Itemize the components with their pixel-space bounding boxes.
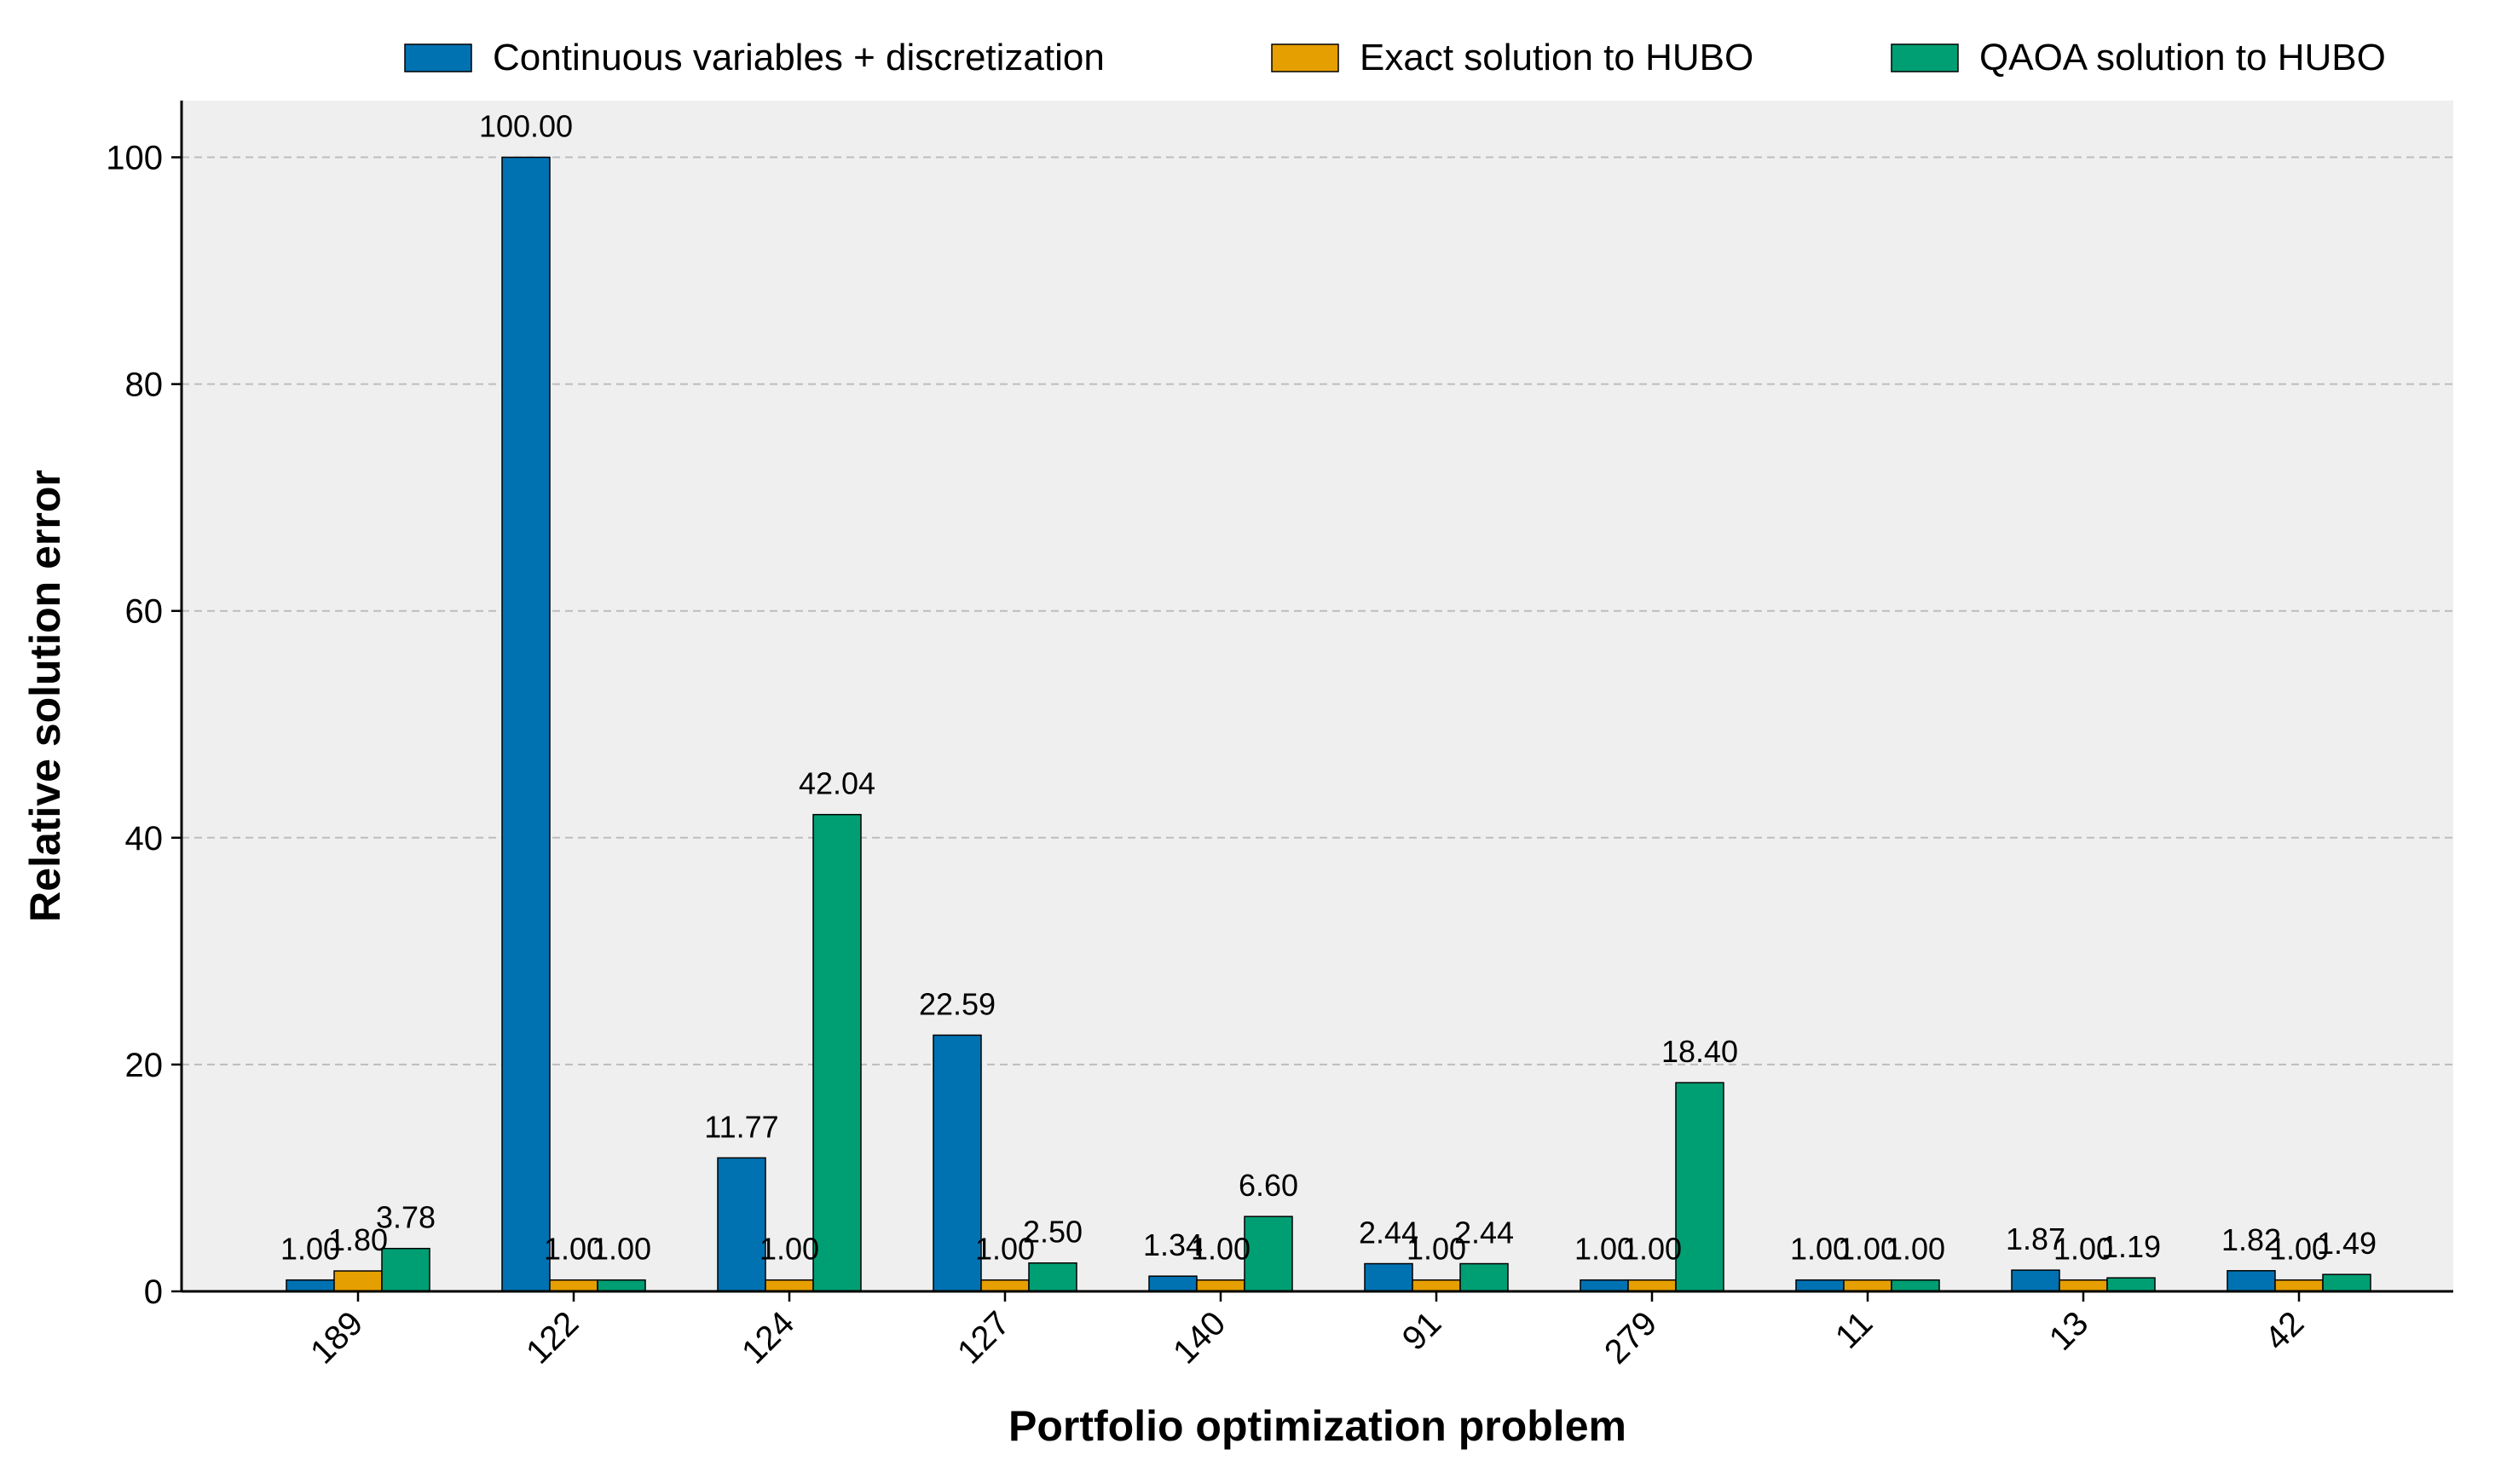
data-label: 18.40 xyxy=(1661,1034,1738,1069)
data-label: 1.00 xyxy=(1574,1232,1634,1267)
x-tick-label: 122 xyxy=(519,1304,586,1371)
bar-qaoa-solution-to-hubo-127 xyxy=(1028,1262,1077,1292)
bar-qaoa-solution-to-hubo-140 xyxy=(1244,1215,1293,1292)
data-label: 1.00 xyxy=(1790,1232,1850,1267)
bar-exact-solution-to-hubo-140 xyxy=(1196,1279,1245,1292)
data-label: 1.00 xyxy=(1838,1232,1897,1267)
x-axis-title: Portfolio optimization problem xyxy=(1008,1402,1626,1450)
bar-exact-solution-to-hubo-13 xyxy=(2059,1279,2108,1292)
data-label: 2.44 xyxy=(1359,1215,1418,1250)
data-label: 1.00 xyxy=(760,1232,819,1267)
data-label: 1.00 xyxy=(544,1232,604,1267)
data-labels: 1.001.803.78100.001.001.0011.771.0042.04… xyxy=(280,109,2377,1267)
x-tick-label: 189 xyxy=(303,1304,370,1371)
data-label: 1.00 xyxy=(1191,1232,1250,1267)
data-label: 1.00 xyxy=(1622,1232,1682,1267)
x-tick-label: 91 xyxy=(1395,1304,1449,1358)
bar-continuous-variables-discretization-42 xyxy=(2227,1270,2276,1292)
data-label: 1.00 xyxy=(1886,1232,1945,1267)
x-tick-label: 11 xyxy=(1828,1304,1880,1355)
bar-exact-solution-to-hubo-124 xyxy=(765,1279,814,1292)
data-label: 1.00 xyxy=(592,1232,651,1267)
bar-continuous-variables-discretization-91 xyxy=(1364,1262,1413,1292)
bar-exact-solution-to-hubo-11 xyxy=(1843,1279,1892,1292)
x-tick-label: 127 xyxy=(950,1304,1017,1371)
bar-qaoa-solution-to-hubo-189 xyxy=(381,1247,430,1292)
x-tick-label: 13 xyxy=(2042,1304,2096,1358)
data-label: 22.59 xyxy=(919,986,996,1021)
legend-swatch xyxy=(1891,43,1959,72)
data-label: 1.34 xyxy=(1143,1227,1203,1262)
x-tick-label: 42 xyxy=(2258,1304,2312,1358)
bar-exact-solution-to-hubo-189 xyxy=(333,1270,383,1292)
bar-continuous-variables-discretization-122 xyxy=(501,156,551,1292)
data-label: 100.00 xyxy=(479,109,573,144)
bar-qaoa-solution-to-hubo-91 xyxy=(1459,1262,1509,1292)
y-tick-label: 20 xyxy=(125,1047,164,1084)
bar-continuous-variables-discretization-189 xyxy=(286,1279,335,1292)
y-tick-label: 60 xyxy=(125,593,164,631)
bar-continuous-variables-discretization-13 xyxy=(2011,1269,2060,1292)
bar-exact-solution-to-hubo-91 xyxy=(1412,1279,1461,1292)
data-label: 2.44 xyxy=(1454,1215,1514,1250)
x-tick-label: 140 xyxy=(1166,1304,1233,1371)
data-label: 1.00 xyxy=(2053,1232,2113,1267)
bar-qaoa-solution-to-hubo-42 xyxy=(2322,1273,2371,1292)
bar-continuous-variables-discretization-279 xyxy=(1580,1279,1629,1292)
legend: Continuous variables + discretization Exa… xyxy=(404,37,2386,78)
bar-continuous-variables-discretization-140 xyxy=(1148,1275,1198,1292)
gridlines xyxy=(182,156,2453,1065)
y-tick-label: 100 xyxy=(106,140,163,177)
bar-exact-solution-to-hubo-122 xyxy=(549,1279,598,1292)
data-label: 42.04 xyxy=(799,766,875,801)
legend-swatch xyxy=(404,43,472,72)
legend-swatch xyxy=(1271,43,1339,72)
data-label: 11.77 xyxy=(704,1109,778,1144)
legend-label: Exact solution to HUBO xyxy=(1360,37,1753,78)
data-label: 2.50 xyxy=(1023,1215,1083,1250)
bar-continuous-variables-discretization-11 xyxy=(1795,1279,1845,1292)
bar-continuous-variables-discretization-127 xyxy=(933,1034,982,1292)
data-label: 1.19 xyxy=(2101,1229,2161,1264)
data-label: 6.60 xyxy=(1239,1168,1298,1203)
data-label: 1.87 xyxy=(2006,1221,2065,1256)
bar-exact-solution-to-hubo-127 xyxy=(980,1279,1030,1292)
data-label: 1.80 xyxy=(328,1222,388,1257)
y-tick-label: 40 xyxy=(125,820,164,857)
bar-qaoa-solution-to-hubo-279 xyxy=(1675,1082,1724,1292)
y-axis-title: Relative solution error xyxy=(21,470,69,922)
y-tick-label: 80 xyxy=(125,367,164,404)
data-label: 1.82 xyxy=(2221,1222,2281,1257)
legend-label: Continuous variables + discretization xyxy=(493,37,1105,78)
data-label: 1.49 xyxy=(2317,1226,2377,1261)
y-tick-label: 0 xyxy=(144,1273,163,1311)
data-label: 1.00 xyxy=(975,1232,1035,1267)
bar-qaoa-solution-to-hubo-13 xyxy=(2106,1277,2156,1292)
bar-exact-solution-to-hubo-42 xyxy=(2274,1279,2324,1292)
bars xyxy=(286,156,2371,1292)
bar-qaoa-solution-to-hubo-11 xyxy=(1891,1279,1940,1292)
data-label: 3.78 xyxy=(376,1200,436,1235)
data-label: 1.00 xyxy=(1406,1232,1466,1267)
bar-qaoa-solution-to-hubo-122 xyxy=(597,1279,646,1292)
plot-background xyxy=(182,101,2453,1291)
bar-continuous-variables-discretization-124 xyxy=(717,1157,766,1292)
x-tick-label: 124 xyxy=(735,1304,801,1371)
data-label: 1.00 xyxy=(280,1232,340,1267)
x-tick-label: 279 xyxy=(1597,1304,1664,1371)
bar-exact-solution-to-hubo-279 xyxy=(1627,1279,1677,1292)
data-label: 1.00 xyxy=(2269,1232,2329,1267)
bar-qaoa-solution-to-hubo-124 xyxy=(812,813,862,1292)
legend-label: QAOA solution to HUBO xyxy=(1979,37,2386,78)
axes xyxy=(171,101,2453,1302)
